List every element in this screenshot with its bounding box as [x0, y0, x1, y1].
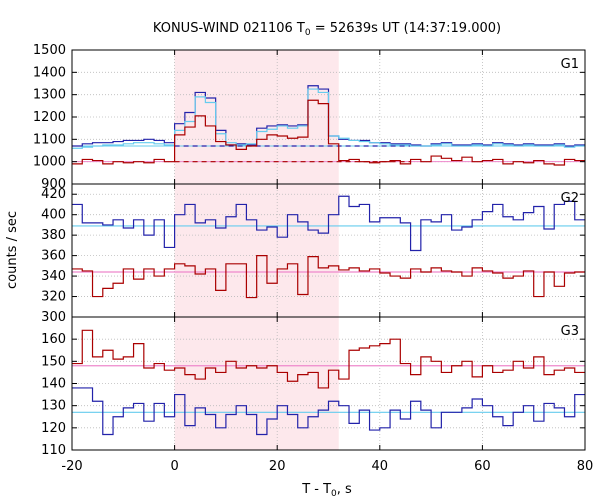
y-tick-label: 360 [41, 249, 66, 264]
y-tick-label: 380 [41, 228, 66, 243]
x-tick-label: 80 [577, 459, 594, 474]
panel-g2: 300 320 340 360 380 400 420 G2 [41, 183, 586, 325]
x-axis-label-rest: , s [337, 482, 352, 497]
chart-title-sub: 0 [305, 28, 311, 38]
series-cyan-g1 [72, 88, 585, 149]
chart-title-main: KONUS-WIND 021106 T [153, 21, 305, 36]
series-red-g2 [72, 255, 585, 299]
panel-label: G1 [561, 57, 579, 72]
y-tick-label: 300 [41, 310, 66, 325]
y-tick-label: 1200 [33, 110, 66, 125]
y-tick-label: 110 [41, 443, 66, 458]
x-tick-label: 0 [170, 459, 178, 474]
y-tick-label: 420 [41, 187, 66, 202]
x-axis-label-sub: 0 [331, 489, 337, 499]
panels-layer: 900100011001200130014001500G130032034036… [33, 43, 593, 474]
y-axis-label: counts / sec [5, 211, 20, 289]
series-blue-g3 [72, 387, 585, 436]
panel-g3: 110 120 130 140 150 160 G3 [41, 316, 586, 458]
y-tick-label: 320 [41, 290, 66, 305]
chart-title-rest: = 52639s UT (14:37:19.000) [311, 21, 501, 36]
x-axis-label: T - T0, s [301, 482, 352, 499]
x-tick-labels: -20 0 20 40 60 80 [61, 459, 593, 474]
y-tick-label: 130 [41, 399, 66, 414]
panel-label: G3 [561, 324, 579, 339]
y-tick-label: 340 [41, 269, 66, 284]
panel-label: G2 [561, 191, 579, 206]
y-tick-label: 1400 [33, 65, 66, 80]
x-tick-label: 40 [372, 459, 389, 474]
series-blue-g2 [72, 195, 585, 252]
y-tick-label: 1100 [33, 132, 66, 147]
y-tick-label: 1500 [33, 43, 66, 58]
panel-g1: 900 1000 1100 1200 1300 1400 1500 G1 [33, 43, 586, 192]
y-tick-label: 150 [41, 354, 66, 369]
burst-interval-shade [174, 50, 339, 450]
x-axis-label-main: T - T [301, 482, 331, 497]
chart-title: KONUS-WIND 021106 T0 = 52639s UT (14:37:… [153, 21, 501, 38]
series-red-g3 [72, 329, 585, 389]
x-tick-label: -20 [61, 459, 82, 474]
y-tick-label: 400 [41, 208, 66, 223]
y-tick-label: 1300 [33, 88, 66, 103]
y-tick-label: 900 [41, 177, 66, 192]
x-tick-label: 60 [474, 459, 491, 474]
series-red-g1 [72, 99, 585, 166]
y-tick-label: 140 [41, 377, 66, 392]
y-tick-label: 1000 [33, 155, 66, 170]
y-tick-label: 160 [41, 332, 66, 347]
y-tick-label: 120 [41, 421, 66, 436]
x-tick-label: 20 [269, 459, 286, 474]
